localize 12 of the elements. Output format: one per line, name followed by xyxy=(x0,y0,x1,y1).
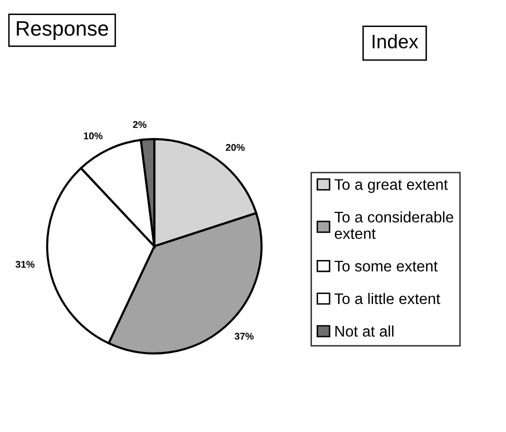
legend-label: Not at all xyxy=(335,325,394,337)
data-label: 20% xyxy=(226,144,245,151)
legend-title: Index xyxy=(372,34,418,48)
data-label: 10% xyxy=(84,132,103,140)
data-label: 31% xyxy=(16,260,34,268)
legend-label: To some extent xyxy=(334,260,438,272)
data-label: 37% xyxy=(234,332,254,340)
legend-label: To a great extent xyxy=(334,179,448,193)
legend-label: To a considerable extent xyxy=(334,211,454,239)
data-label: 2% xyxy=(133,121,146,128)
legend-label: To a little extent xyxy=(334,292,440,304)
chart-title: Response xyxy=(16,21,108,40)
